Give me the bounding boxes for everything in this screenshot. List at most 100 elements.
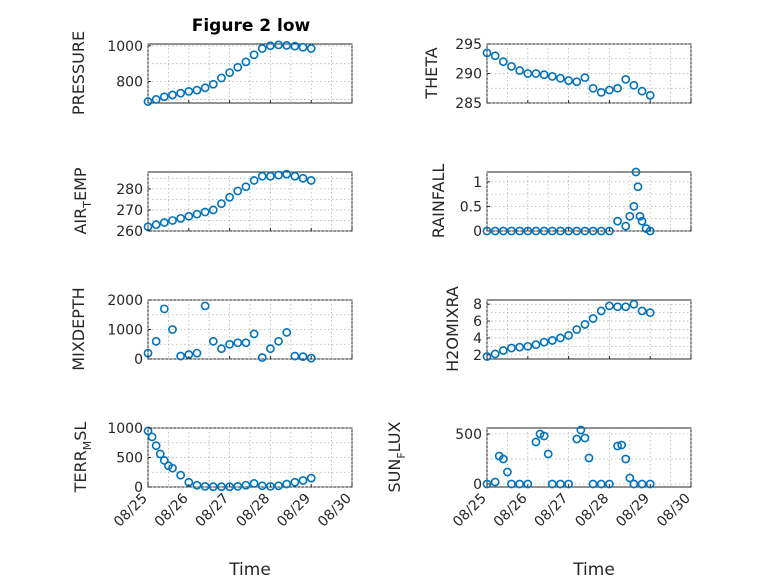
data-point (143, 426, 153, 436)
y-axis-label: PRESSURE (69, 31, 88, 115)
data-point (482, 479, 492, 489)
data-point (290, 351, 300, 361)
data-point (507, 479, 516, 489)
data-point (547, 336, 557, 345)
y-tick-label: 4 (473, 331, 482, 347)
y-tick-label: 285 (455, 96, 482, 112)
data-point (645, 226, 655, 236)
figure-title: Figure 2 low (192, 16, 311, 36)
data-point (176, 351, 186, 361)
data-point (168, 463, 177, 473)
data-point (233, 186, 243, 196)
data-point (274, 170, 283, 180)
data-point (498, 57, 508, 67)
data-point (200, 482, 210, 491)
panel-mixdepth: 0 1000 2000 MIXDEPTH (69, 287, 353, 371)
data-point (249, 50, 259, 60)
data-point (249, 479, 259, 488)
data-point (225, 192, 234, 202)
data-point (625, 211, 635, 221)
data-point (298, 42, 308, 52)
data-point (621, 221, 631, 231)
x-tick-label: 08/27 (532, 491, 572, 531)
x-tick-label: 08/26 (491, 490, 531, 530)
data-point (637, 86, 647, 96)
data-point (625, 473, 635, 483)
data-point (507, 62, 516, 71)
y-axis-label: THETA (422, 47, 441, 99)
data-point (645, 90, 655, 100)
y-axis-label: H2OMIXRA (443, 286, 462, 372)
x-axis-label: Time (572, 560, 615, 580)
data-point (613, 302, 622, 312)
data-point (298, 352, 308, 362)
data-point (176, 470, 186, 480)
y-tick-label: 0 (134, 352, 143, 368)
data-point (306, 353, 316, 363)
y-axis-label: TERRMSL (71, 422, 94, 494)
y-axis-label: RAINFALL (429, 164, 448, 239)
data-point (151, 336, 161, 346)
data-point (290, 171, 300, 181)
data-point (596, 479, 606, 489)
data-point (580, 73, 590, 83)
data-point (507, 343, 516, 353)
panel-air-temp: 260 270 280 AIRTEMP (71, 167, 353, 240)
data-point (645, 308, 655, 318)
data-point (531, 437, 541, 447)
x-tick-label: 08/25 (111, 491, 151, 531)
data-point (274, 481, 283, 491)
data-point (274, 336, 283, 346)
data-point (523, 479, 533, 489)
data-point (605, 226, 614, 236)
data-point (241, 182, 251, 192)
data-point (290, 41, 300, 51)
data-point (143, 97, 153, 106)
data-point (515, 66, 525, 75)
data-point (168, 325, 177, 334)
data-point (257, 481, 267, 491)
data-point (184, 86, 194, 96)
data-point (241, 480, 251, 490)
panel-sun-flux: 0 500 08/25 08/26 08/27 08/28 08/29 08/30 SUNF… (385, 421, 694, 580)
data-point (225, 339, 234, 349)
y-tick-label: 290 (455, 67, 482, 83)
data-point (629, 80, 639, 90)
data-point (217, 73, 226, 83)
grid (147, 44, 353, 103)
data-point (596, 226, 606, 236)
y-tick-label: 0 (473, 224, 482, 240)
x-tick-labels: 08/25 08/26 08/27 08/28 08/29 08/30 (111, 490, 355, 530)
data-point (564, 76, 573, 85)
y-tick-label: 295 (455, 37, 482, 53)
y-tick-label: 0 (134, 480, 143, 496)
data-point (613, 441, 622, 451)
y-tick-label: 1 (473, 175, 482, 191)
data-point (621, 454, 631, 464)
y-tick-label: 2 (473, 348, 482, 364)
y-tick-label: 2000 (107, 293, 143, 309)
data-point (531, 226, 541, 236)
data-markers (143, 426, 316, 492)
data-point (556, 226, 565, 236)
data-point (523, 341, 533, 351)
x-tick-label: 08/30 (315, 491, 355, 531)
data-point (184, 211, 194, 221)
data-point (151, 95, 161, 104)
y-tick-label: 1000 (107, 421, 143, 437)
data-point (637, 216, 647, 226)
y-tick-labels: 0 500 (455, 427, 490, 493)
data-point (547, 479, 557, 489)
data-point (507, 226, 516, 236)
data-point (233, 338, 243, 348)
data-markers (482, 299, 655, 361)
data-point (257, 353, 267, 362)
y-tick-label: 800 (116, 75, 143, 91)
data-point (490, 226, 500, 236)
y-axis-label: AIRTEMP (71, 167, 94, 234)
y-tick-label: 0.5 (460, 199, 482, 215)
grid (486, 172, 692, 232)
data-point (249, 176, 259, 185)
data-point (539, 431, 549, 441)
